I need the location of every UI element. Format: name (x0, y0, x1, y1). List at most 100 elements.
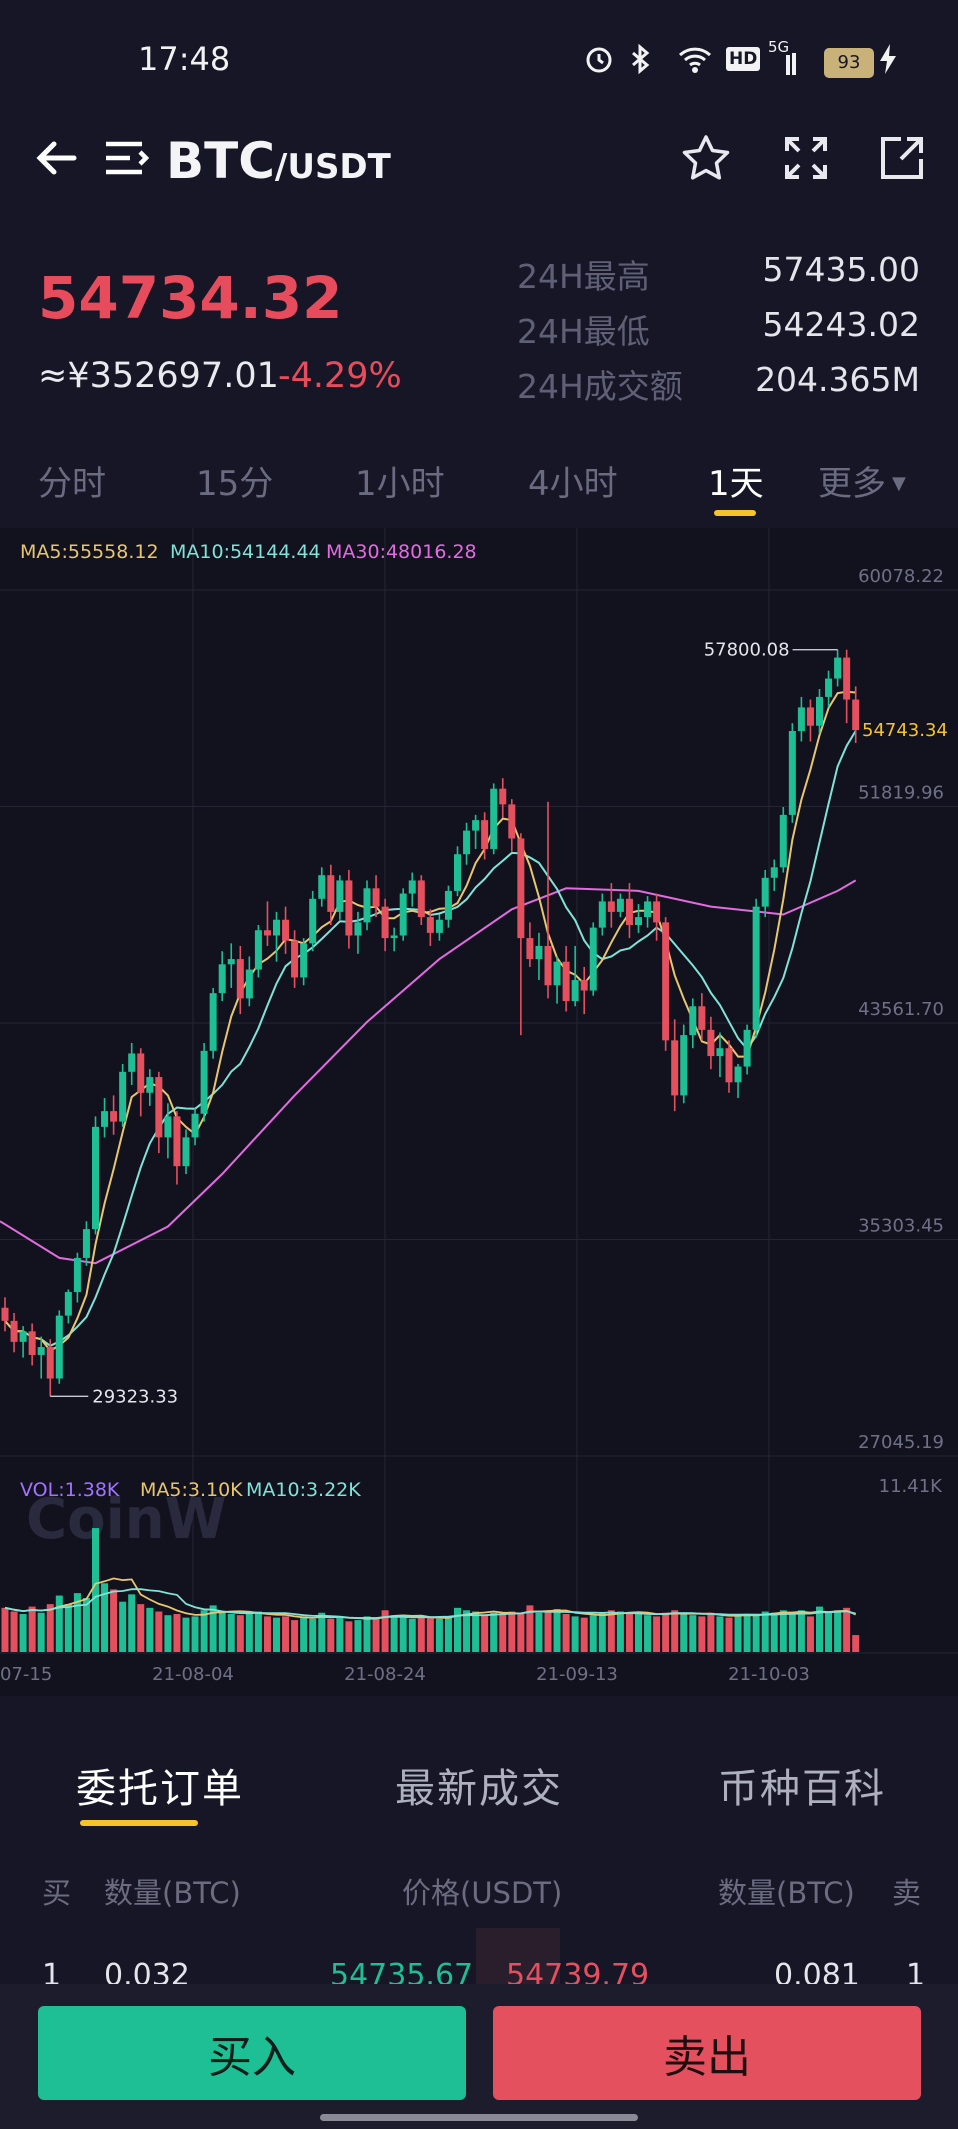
candle-body (716, 1048, 724, 1057)
volume-bar (128, 1594, 136, 1652)
volume-bar (209, 1605, 217, 1652)
volume-bar (816, 1606, 823, 1652)
candle-body (535, 945, 543, 960)
pair-quote: /USDT (274, 147, 391, 187)
volume-bar (236, 1615, 244, 1652)
ma10-path (4, 730, 857, 1347)
tab-coin-wiki[interactable]: 币种百科 (718, 1766, 886, 1812)
y-axis-ticks: 60078.22 51819.96 43561.70 35303.45 27045.19 (858, 566, 944, 1453)
volume-bar (146, 1607, 154, 1652)
stat-high-label: 24H最高 (517, 257, 650, 296)
volume-bar (734, 1615, 742, 1652)
cny-price: ≈¥352697.01 (38, 356, 279, 396)
buy-button[interactable]: 买入 (38, 2006, 466, 2100)
charging-icon (878, 44, 898, 81)
candlestick-chart[interactable]: MA5:55558.12 MA10:54144.44 MA30:48016.28… (0, 528, 958, 1696)
fullscreen-icon[interactable] (776, 128, 836, 188)
candle-body (128, 1053, 136, 1072)
volume-bar (752, 1613, 760, 1652)
candle-body (571, 980, 579, 1002)
tab-latest-trades[interactable]: 最新成交 (395, 1766, 563, 1812)
candle-body (354, 922, 362, 936)
stat-high-value: 57435.00 (762, 250, 920, 289)
menu-icon[interactable] (96, 128, 156, 188)
tab-timeframe-4h[interactable]: 4小时 (528, 464, 618, 504)
candle-body (435, 919, 443, 933)
volume-bar (381, 1610, 389, 1652)
volume-bar (580, 1617, 588, 1652)
header-buy: 买 (42, 1876, 72, 1910)
volume-bar (598, 1612, 606, 1652)
candle-body (254, 930, 262, 970)
candle-body (761, 877, 769, 907)
volume-bar (454, 1607, 461, 1652)
x-tick-label: 21-10-03 (728, 1664, 810, 1685)
volume-bar (435, 1618, 443, 1652)
volume-bar (680, 1613, 688, 1652)
volume-bar (544, 1611, 552, 1652)
candle-body (499, 788, 507, 805)
volume-bar (472, 1611, 480, 1652)
candle-body (273, 919, 280, 936)
share-icon[interactable] (872, 128, 932, 188)
volume-bar (155, 1611, 163, 1652)
candle-body (616, 898, 624, 912)
candle-body (200, 1050, 208, 1114)
candle-body (64, 1292, 72, 1316)
candle-body (164, 1116, 172, 1138)
header-price: 价格(USDT) (402, 1876, 563, 1910)
volume-bar (19, 1613, 27, 1652)
coinw-watermark: CoinW (26, 1487, 226, 1552)
candle-body (390, 935, 398, 939)
pair-base: BTC (166, 132, 275, 190)
last-price: 54734.32 (38, 264, 343, 332)
candle-body (707, 1029, 715, 1057)
candle-body (82, 1229, 90, 1258)
trading-pair[interactable]: BTC/USDT (166, 132, 391, 190)
candle-body (490, 788, 498, 849)
ma10-indicator-label: MA10:54144.44 (170, 541, 321, 563)
candle-body (137, 1053, 145, 1093)
volume-bar (28, 1606, 36, 1652)
candle-body (644, 901, 652, 918)
tab-timeframe-more[interactable]: 更多 ▼ (818, 456, 906, 505)
volume-bar (300, 1616, 308, 1652)
candle-body (300, 943, 308, 978)
sell-button[interactable]: 卖出 (493, 2006, 921, 2100)
candles (1, 649, 860, 1397)
candle-body (444, 890, 452, 920)
tab-timeframe-1d[interactable]: 1天 (708, 464, 764, 504)
ask-depth-bar (476, 1928, 560, 1984)
volume-bar (137, 1604, 145, 1652)
volume-bar (119, 1601, 127, 1652)
volume-bar (1, 1607, 9, 1652)
alarm-icon (584, 44, 614, 81)
y-tick-label: 60078.22 (858, 566, 944, 587)
volume-bar (463, 1610, 471, 1652)
star-icon[interactable] (676, 128, 736, 188)
volume-bar (345, 1621, 353, 1652)
volume-bar (273, 1617, 280, 1652)
back-arrow-icon[interactable] (26, 128, 86, 188)
candle-body (146, 1077, 154, 1093)
current-price-label: 54743.34 (862, 720, 948, 741)
vol-max-tick: 11.41K (879, 1476, 944, 1497)
candle-body (291, 940, 299, 978)
volume-bar (743, 1613, 751, 1652)
volume-bar (843, 1607, 851, 1652)
battery-icon: 93 (824, 48, 874, 78)
volume-bar (526, 1605, 534, 1652)
low-marker-label: 29323.33 (92, 1386, 178, 1407)
candle-body (345, 880, 353, 936)
tab-orders[interactable]: 委托订单 (76, 1766, 244, 1812)
volume-bar (372, 1617, 380, 1652)
volume-bar (263, 1616, 271, 1652)
tab-timeframe-1h[interactable]: 1小时 (355, 464, 445, 504)
candle-body (173, 1116, 181, 1167)
candle-body (399, 893, 407, 936)
tab-timeframe-15m[interactable]: 15分 (196, 464, 274, 504)
volume-bar (282, 1616, 290, 1652)
tab-timeframe-line[interactable]: 分时 (38, 464, 106, 504)
volume-bar (363, 1616, 371, 1652)
x-tick-label: 21-08-04 (152, 1664, 234, 1685)
